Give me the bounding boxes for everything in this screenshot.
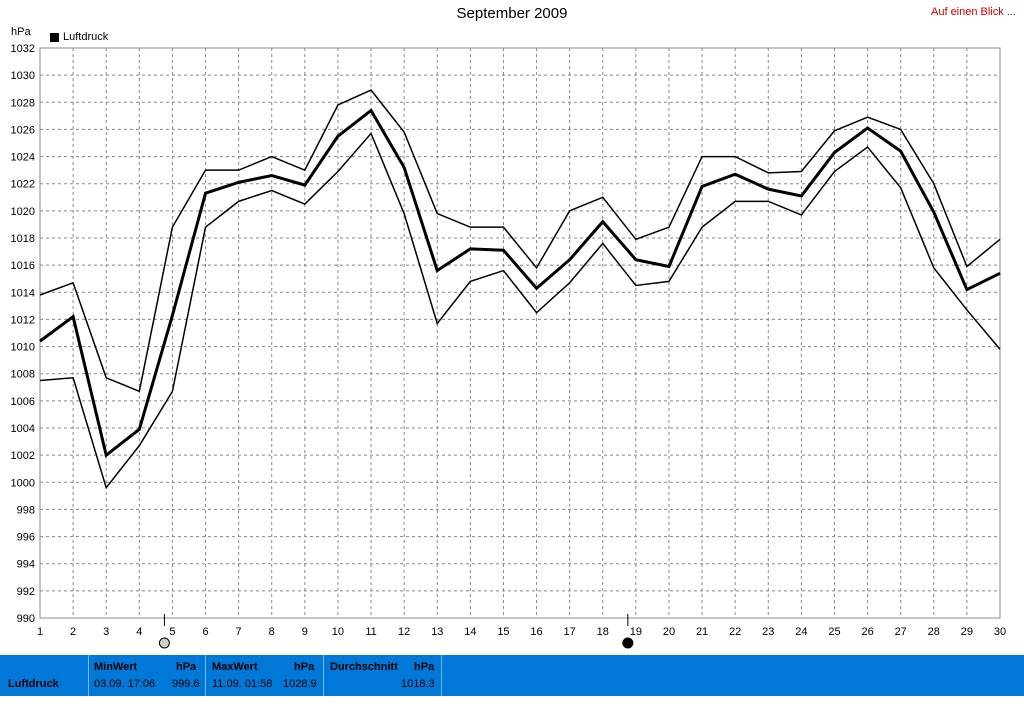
y-tick-label: 1012 bbox=[11, 314, 35, 326]
y-tick-label: 1010 bbox=[11, 342, 35, 354]
min-unit: hPa bbox=[176, 661, 197, 673]
x-tick-label: 7 bbox=[236, 626, 242, 638]
y-tick-label: 1018 bbox=[11, 233, 35, 245]
x-tick-label: 2 bbox=[70, 626, 76, 638]
y-tick-label: 1006 bbox=[11, 396, 35, 408]
x-tick-label: 26 bbox=[861, 626, 873, 638]
max-unit: hPa bbox=[294, 661, 315, 673]
max-value: 1028.9 bbox=[283, 678, 317, 690]
y-tick-label: 1000 bbox=[11, 477, 35, 489]
pressure-chart: 9909929949969981000100210041006100810101… bbox=[11, 43, 1006, 649]
summary-series-label: Luftdruck bbox=[8, 678, 59, 690]
x-tick-label: 24 bbox=[795, 626, 807, 638]
x-tick-label: 13 bbox=[431, 626, 443, 638]
y-axis-unit: hPa bbox=[11, 26, 31, 38]
x-tick-label: 25 bbox=[828, 626, 840, 638]
summary-bar: Luftdruck MinWert hPa 03.09. 17:06 999.6… bbox=[0, 655, 1024, 696]
max-marker-icon bbox=[622, 637, 634, 649]
min-value: 999.6 bbox=[172, 678, 200, 690]
avg-unit: hPa bbox=[414, 661, 435, 673]
y-tick-label: 1014 bbox=[11, 287, 35, 299]
summary-divider bbox=[323, 655, 324, 696]
x-tick-label: 30 bbox=[994, 626, 1006, 638]
y-tick-label: 994 bbox=[17, 559, 35, 571]
y-tick-label: 992 bbox=[17, 586, 35, 598]
overview-link[interactable]: Auf einen Blick ... bbox=[931, 6, 1016, 18]
plot-frame bbox=[39, 47, 1001, 619]
y-tick-label: 1020 bbox=[11, 206, 35, 218]
x-tick-label: 17 bbox=[564, 626, 576, 638]
y-tick-label: 1032 bbox=[11, 43, 35, 55]
y-tick-label: 1028 bbox=[11, 97, 35, 109]
x-tick-label: 20 bbox=[663, 626, 675, 638]
min-marker-icon bbox=[158, 637, 170, 649]
y-tick-label: 998 bbox=[17, 504, 35, 516]
x-tick-label: 9 bbox=[302, 626, 308, 638]
max-time: 11.09. 01:58 bbox=[212, 678, 273, 690]
x-tick-label: 23 bbox=[762, 626, 774, 638]
y-tick-label: 1026 bbox=[11, 124, 35, 136]
x-tick-label: 4 bbox=[136, 626, 142, 638]
chart-title: September 2009 bbox=[456, 5, 568, 22]
series-line-min bbox=[39, 132, 1001, 490]
x-tick-label: 18 bbox=[597, 626, 609, 638]
x-tick-label: 28 bbox=[928, 626, 940, 638]
legend-swatch bbox=[50, 32, 59, 42]
y-tick-label: 1004 bbox=[11, 423, 35, 435]
min-title: MinWert bbox=[94, 661, 138, 673]
y-tick-label: 996 bbox=[17, 532, 35, 544]
y-tick-label: 1008 bbox=[11, 369, 35, 381]
max-title: MaxWert bbox=[212, 661, 258, 673]
series-line-max bbox=[39, 89, 1001, 393]
legend: Luftdruck bbox=[50, 31, 108, 43]
y-tick-label: 1002 bbox=[11, 450, 35, 462]
x-tick-label: 10 bbox=[332, 626, 344, 638]
x-tick-label: 1 bbox=[37, 626, 43, 638]
x-tick-label: 22 bbox=[729, 626, 741, 638]
x-tick-label: 3 bbox=[103, 626, 109, 638]
y-tick-label: 1030 bbox=[11, 70, 35, 82]
x-tick-label: 12 bbox=[398, 626, 410, 638]
y-tick-label: 1016 bbox=[11, 260, 35, 272]
x-tick-label: 6 bbox=[202, 626, 208, 638]
avg-title: Durchschnitt bbox=[330, 661, 398, 673]
x-tick-label: 8 bbox=[269, 626, 275, 638]
summary-divider bbox=[88, 655, 89, 696]
summary-divider bbox=[205, 655, 206, 696]
min-time: 03.09. 17:06 bbox=[94, 678, 156, 690]
avg-value: 1018.3 bbox=[401, 678, 435, 690]
x-tick-label: 5 bbox=[169, 626, 175, 638]
summary-divider bbox=[441, 655, 442, 696]
legend-label: Luftdruck bbox=[63, 31, 109, 43]
x-tick-label: 21 bbox=[696, 626, 708, 638]
y-tick-label: 1024 bbox=[11, 152, 35, 164]
y-tick-label: 990 bbox=[17, 613, 35, 625]
x-tick-label: 14 bbox=[464, 626, 476, 638]
series-line-avg bbox=[39, 108, 1001, 458]
x-tick-label: 11 bbox=[365, 626, 376, 638]
x-tick-label: 29 bbox=[961, 626, 973, 638]
x-tick-label: 16 bbox=[530, 626, 542, 638]
y-tick-label: 1022 bbox=[11, 179, 35, 191]
x-tick-label: 19 bbox=[630, 626, 642, 638]
x-tick-label: 15 bbox=[497, 626, 509, 638]
x-tick-label: 27 bbox=[895, 626, 907, 638]
